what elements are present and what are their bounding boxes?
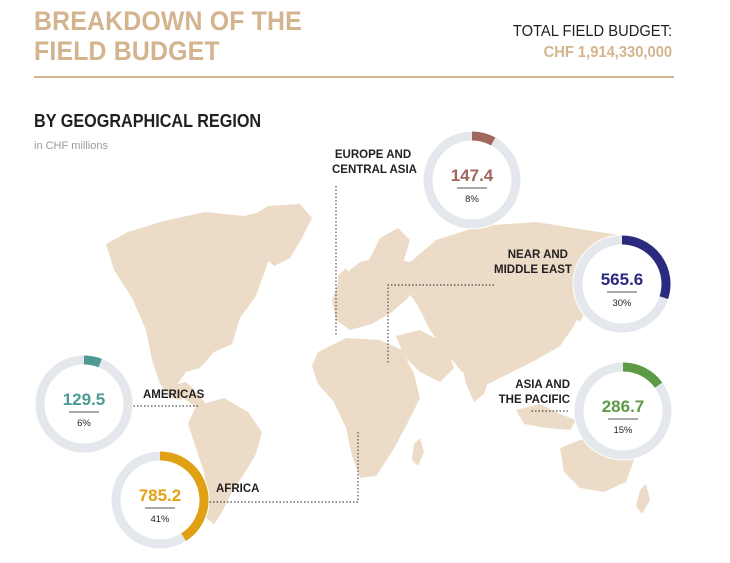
donut-americas: 129.5 6% (34, 354, 134, 454)
donut-bg-americas (34, 354, 134, 454)
percent-label-near-middle-east: 30% (612, 298, 632, 309)
header-divider (34, 76, 674, 78)
world-map (106, 204, 652, 524)
map-greenland (246, 204, 312, 266)
label-africa: AFRICA (216, 483, 260, 495)
map-india (460, 352, 492, 402)
leader-lines (130, 186, 568, 503)
leader-africa (206, 430, 359, 503)
value-label-near-middle-east: 565.6 (601, 270, 644, 289)
value-label-americas: 129.5 (63, 390, 106, 409)
donut-bg-africa (110, 450, 210, 550)
percent-label-americas: 6% (77, 418, 91, 429)
value-label-africa: 785.2 (139, 486, 182, 505)
map-middle-east (396, 330, 454, 382)
value-label-asia-pacific: 286.7 (602, 397, 645, 416)
map-new-zealand (636, 484, 650, 514)
title-line-1: BREAKDOWN OF THE (34, 6, 302, 36)
donut-bg-europe-central-asia (422, 130, 522, 230)
label-europe-central-asia: EUROPE AND CENTRAL ASIA (332, 149, 417, 176)
value-label-europe-central-asia: 147.4 (451, 166, 494, 185)
map-southeast-asia (516, 404, 576, 430)
donut-rings: 147.4 8% 565.6 30% 286.7 15% 129.5 6% 785.2 41% (34, 130, 673, 550)
donut-segment-near-middle-east (621, 235, 671, 299)
title-line-2: FIELD BUDGET (34, 36, 220, 66)
total-budget-value: CHF 1,914,330,000 (543, 44, 672, 61)
map-uk (338, 268, 352, 292)
donut-segment-africa (159, 451, 209, 541)
donut-bg-near-middle-east (572, 234, 672, 334)
percent-label-europe-central-asia: 8% (465, 194, 479, 205)
donut-segment-americas (83, 355, 102, 368)
map-madagascar (412, 438, 424, 466)
label-near-middle-east: NEAR AND MIDDLE EAST (494, 249, 572, 276)
map-africa (312, 338, 420, 478)
donut-segment-europe-central-asia (471, 131, 496, 146)
donut-bg-asia-pacific (573, 361, 673, 461)
donut-africa: 785.2 41% (110, 450, 210, 550)
label-asia-pacific: ASIA AND THE PACIFIC (498, 379, 570, 406)
donut-segment-asia-pacific (622, 362, 663, 388)
page-title: BREAKDOWN OF THE FIELD BUDGET (34, 6, 302, 66)
percent-label-asia-pacific: 15% (613, 425, 633, 436)
map-north-america (106, 206, 302, 400)
unit-note: in CHF millions (34, 140, 108, 152)
leader-near-middle-east (387, 284, 494, 364)
donut-asia-pacific: 286.7 15% (573, 361, 673, 461)
map-europe (332, 256, 420, 330)
section-title: BY GEOGRAPHICAL REGION (34, 111, 262, 131)
map-central-america (170, 382, 206, 408)
donut-europe-central-asia: 147.4 8% (422, 130, 522, 230)
total-budget-label: TOTAL FIELD BUDGET: (512, 23, 672, 40)
total-budget: TOTAL FIELD BUDGET: CHF 1,914,330,000 (499, 22, 672, 64)
donut-near-middle-east: 565.6 30% (572, 234, 672, 334)
map-scandinavia (368, 228, 410, 270)
map-south-america (188, 398, 262, 524)
percent-label-africa: 41% (150, 514, 170, 525)
label-americas: AMERICAS (143, 389, 205, 401)
